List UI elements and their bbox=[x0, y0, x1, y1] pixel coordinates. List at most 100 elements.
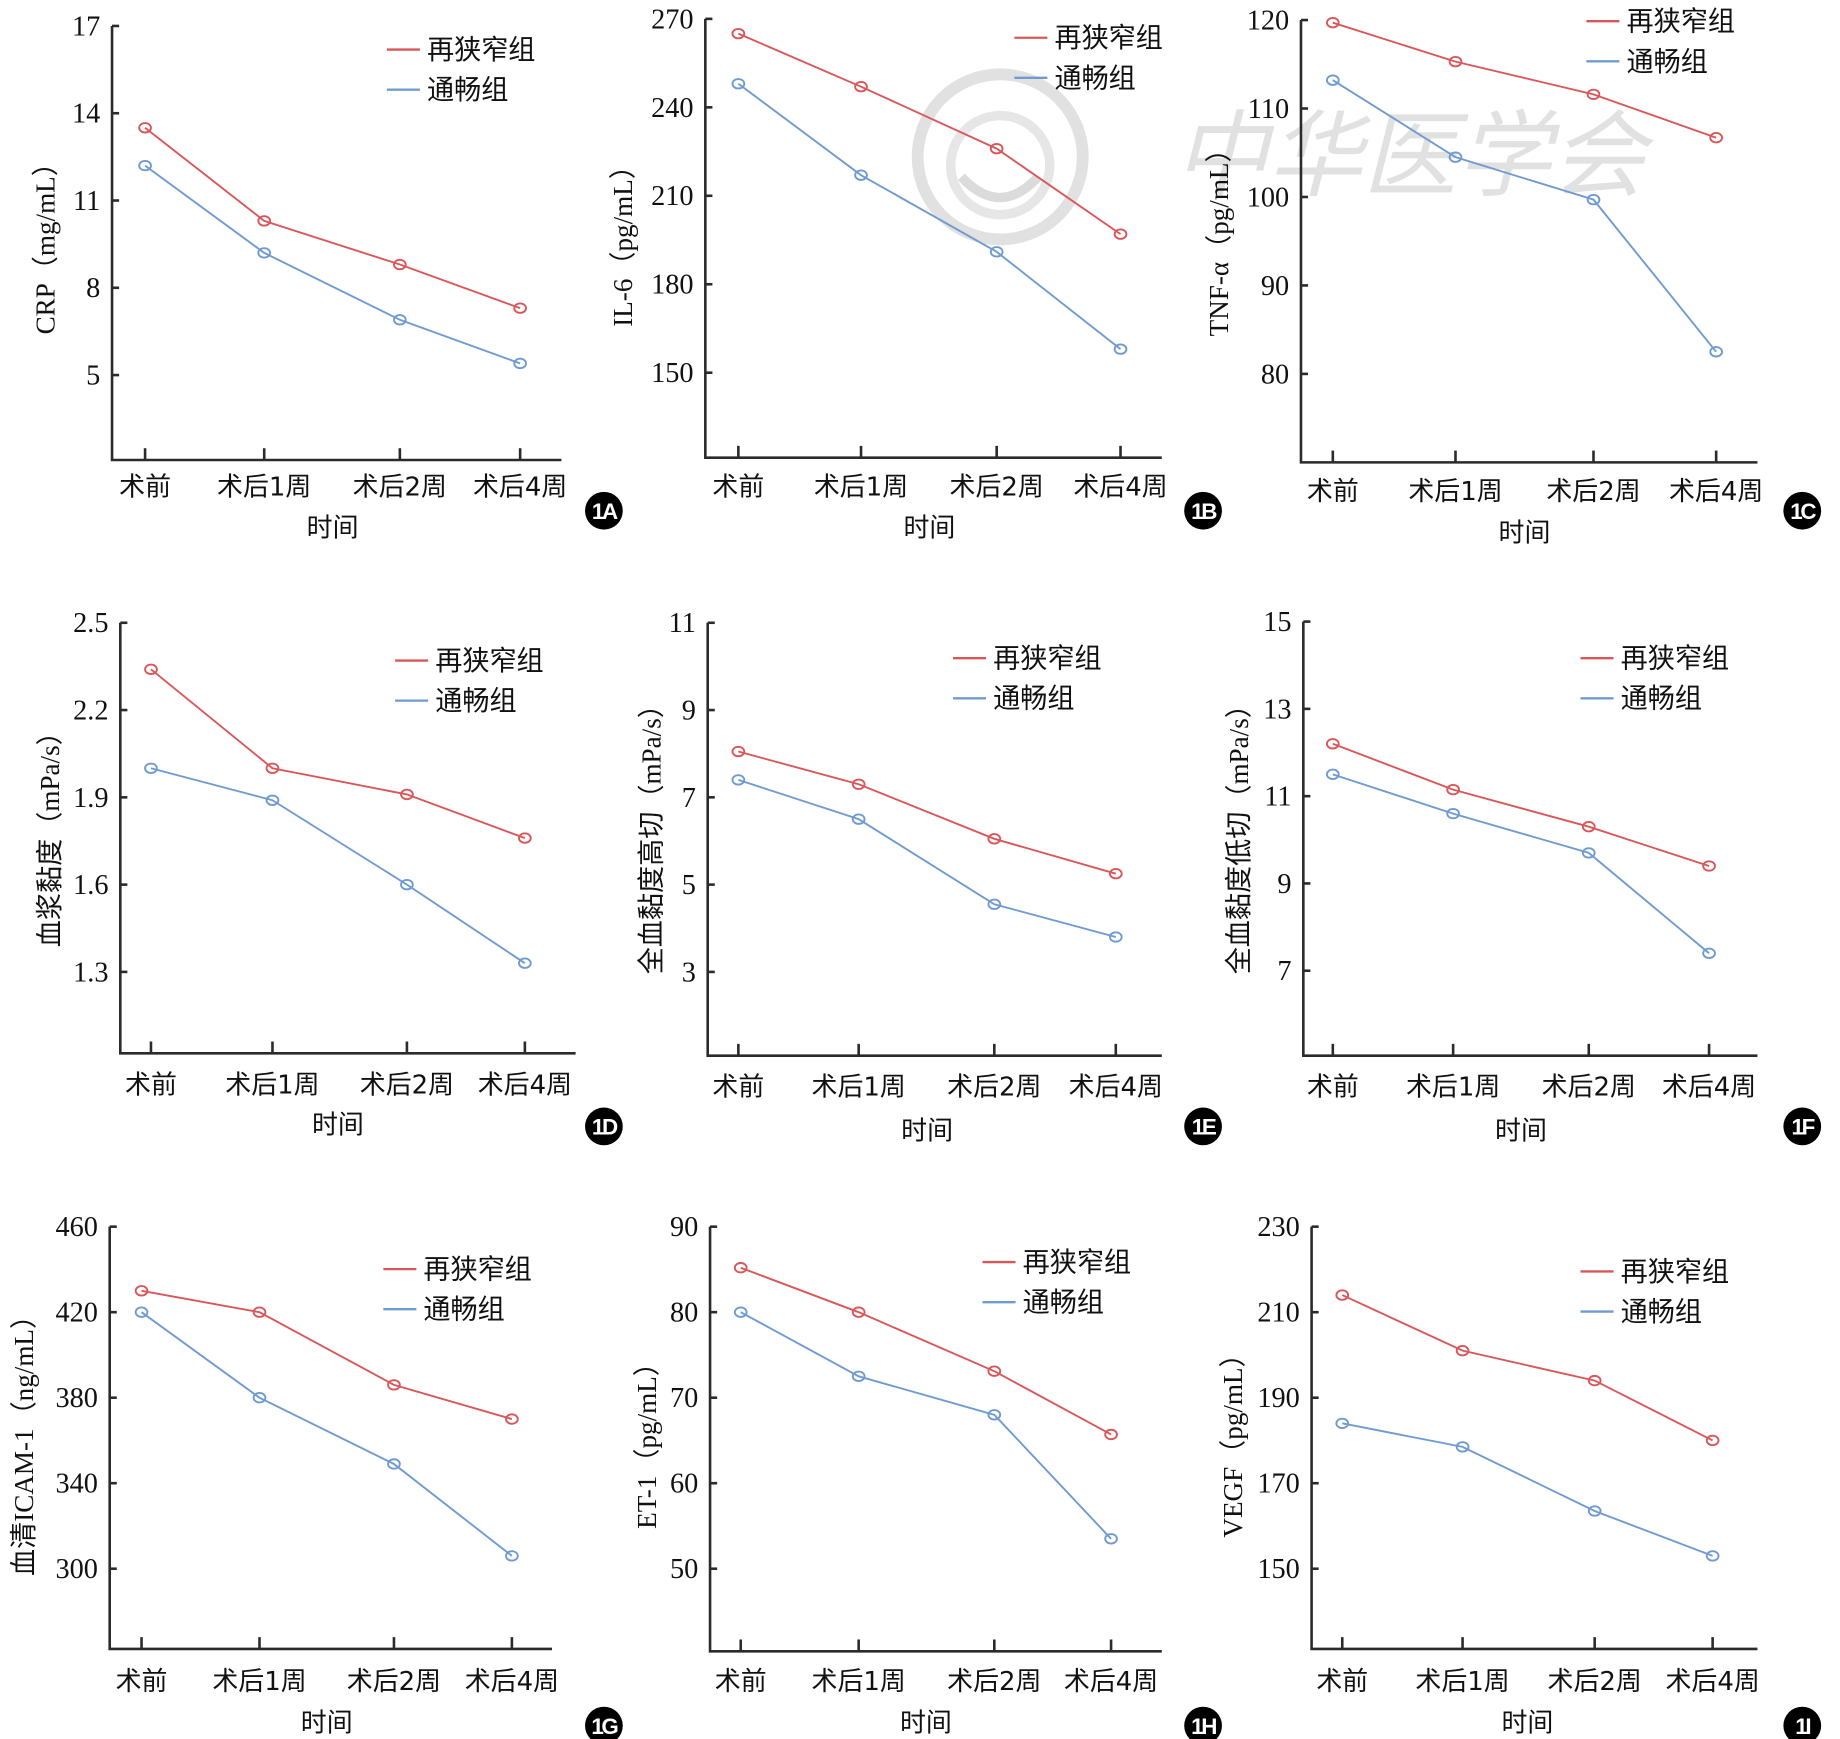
x-tick-label: 术前 bbox=[116, 1667, 168, 1697]
data-point-patent bbox=[1586, 193, 1601, 206]
series-line-patent bbox=[150, 767, 526, 964]
data-point-restenosis bbox=[989, 142, 1004, 155]
legend-label-restenosis: 再狭窄组 bbox=[993, 644, 1101, 675]
y-tick-label: 1.3 bbox=[73, 957, 108, 988]
x-tick-label: 术后1周 bbox=[225, 1070, 319, 1100]
data-point-patent bbox=[513, 357, 527, 370]
data-point-patent bbox=[1108, 931, 1123, 943]
data-point-restenosis bbox=[134, 1285, 149, 1297]
data-point-patent bbox=[1325, 768, 1340, 780]
x-tick-label: 术后1周 bbox=[1415, 1667, 1509, 1697]
data-point-restenosis bbox=[505, 1413, 519, 1425]
x-tick-label: 术前 bbox=[125, 1070, 177, 1100]
y-tick-label: 420 bbox=[55, 1298, 97, 1329]
y-axis-title: VEGF（pg/mL） bbox=[1218, 1340, 1248, 1537]
y-tick-label: 240 bbox=[651, 93, 693, 124]
series-line-restenosis bbox=[144, 127, 521, 310]
y-tick-label: 50 bbox=[670, 1554, 698, 1585]
y-tick-label: 60 bbox=[670, 1469, 698, 1500]
legend-label-restenosis: 再狭窄组 bbox=[1023, 1247, 1131, 1278]
data-point-patent bbox=[1581, 847, 1596, 859]
data-point-patent bbox=[257, 247, 272, 259]
data-point-restenosis bbox=[1581, 821, 1596, 833]
x-tick-label: 术后2周 bbox=[1546, 477, 1640, 507]
legend-label-patent: 通畅组 bbox=[1621, 1297, 1702, 1328]
y-axis-title: 全血黏度高切（mPa/s） bbox=[637, 691, 667, 974]
y-tick-label: 80 bbox=[670, 1298, 698, 1329]
data-point-restenosis bbox=[1335, 1289, 1350, 1301]
y-tick-label: 190 bbox=[1257, 1383, 1299, 1414]
y-tick-label: 7 bbox=[682, 783, 696, 814]
y-tick-label: 1.9 bbox=[73, 783, 108, 814]
data-point-patent bbox=[731, 78, 746, 90]
x-axis-title: 时间 bbox=[900, 1708, 952, 1738]
y-tick-label: 17 bbox=[72, 11, 100, 42]
x-tick-label: 术前 bbox=[712, 1073, 764, 1103]
x-tick-label: 术前 bbox=[1307, 1073, 1359, 1103]
data-point-patent bbox=[1702, 947, 1716, 959]
series-line-patent bbox=[144, 164, 521, 365]
data-point-patent bbox=[1325, 74, 1340, 86]
y-tick-label: 11 bbox=[73, 186, 100, 217]
data-point-patent bbox=[265, 794, 280, 806]
x-tick-label: 术后4周 bbox=[1662, 1073, 1756, 1103]
data-point-patent bbox=[1709, 346, 1723, 358]
y-axis-title: IL-6（pg/mL） bbox=[608, 152, 638, 327]
series-line-restenosis bbox=[738, 750, 1117, 875]
legend-label-patent: 通畅组 bbox=[1627, 47, 1708, 78]
legend-label-patent: 通畅组 bbox=[993, 684, 1074, 715]
y-tick-label: 1.6 bbox=[73, 870, 108, 901]
series-line-patent bbox=[737, 82, 1122, 350]
x-tick-label: 术后2周 bbox=[947, 1073, 1041, 1103]
panel-badge: 1B bbox=[1184, 491, 1222, 530]
y-tick-label: 9 bbox=[1277, 869, 1291, 900]
x-tick-label: 术后2周 bbox=[360, 1070, 454, 1100]
y-tick-label: 270 bbox=[651, 4, 693, 35]
panel-badge-label: 1E bbox=[1192, 1115, 1217, 1140]
legend-label-restenosis: 再狭窄组 bbox=[427, 35, 535, 66]
y-tick-label: 150 bbox=[1257, 1554, 1299, 1585]
data-point-patent bbox=[1587, 1505, 1602, 1517]
y-tick-label: 8 bbox=[86, 273, 100, 304]
x-tick-label: 术后4周 bbox=[478, 1070, 572, 1100]
data-point-restenosis bbox=[393, 258, 407, 271]
data-point-patent bbox=[1455, 1441, 1470, 1453]
series-line-patent bbox=[1332, 773, 1710, 954]
data-point-restenosis bbox=[731, 745, 746, 758]
panel-badge: 1D bbox=[585, 1107, 623, 1146]
data-point-restenosis bbox=[1448, 55, 1463, 68]
x-tick-label: 术后1周 bbox=[1408, 477, 1502, 507]
axes bbox=[1302, 621, 1758, 1057]
data-point-patent bbox=[1705, 1550, 1720, 1562]
watermark-seal-icon bbox=[911, 68, 1089, 246]
panel-badge-circle-icon bbox=[1184, 1706, 1222, 1739]
x-tick-label: 术后4周 bbox=[1665, 1667, 1759, 1697]
panel-badge-label: 1D bbox=[592, 1115, 618, 1140]
data-point-restenosis bbox=[1446, 783, 1460, 796]
y-tick-label: 3 bbox=[682, 957, 696, 988]
y-tick-label: 80 bbox=[1261, 359, 1289, 390]
y-tick-label: 15 bbox=[1263, 607, 1291, 638]
legend-label-patent: 通畅组 bbox=[1023, 1288, 1104, 1319]
series-line-patent bbox=[140, 1311, 513, 1557]
series-line-restenosis bbox=[150, 668, 526, 839]
data-point-restenosis bbox=[518, 832, 532, 844]
data-point-patent bbox=[134, 1306, 149, 1318]
data-point-restenosis bbox=[851, 778, 866, 790]
y-tick-label: 2.2 bbox=[73, 695, 108, 726]
data-point-patent bbox=[505, 1550, 519, 1562]
axes bbox=[1310, 1226, 1758, 1651]
y-tick-label: 5 bbox=[682, 870, 696, 901]
data-point-restenosis bbox=[144, 663, 158, 675]
x-tick-label: 术后1周 bbox=[812, 1073, 906, 1103]
data-point-patent bbox=[851, 1370, 866, 1382]
y-axis-title: 全血黏度低切（mPa/s） bbox=[1224, 691, 1254, 974]
legend-label-patent: 通畅组 bbox=[1621, 684, 1702, 715]
series-line-restenosis bbox=[737, 32, 1122, 235]
data-point-restenosis bbox=[1455, 1345, 1470, 1357]
data-point-patent bbox=[854, 169, 868, 181]
